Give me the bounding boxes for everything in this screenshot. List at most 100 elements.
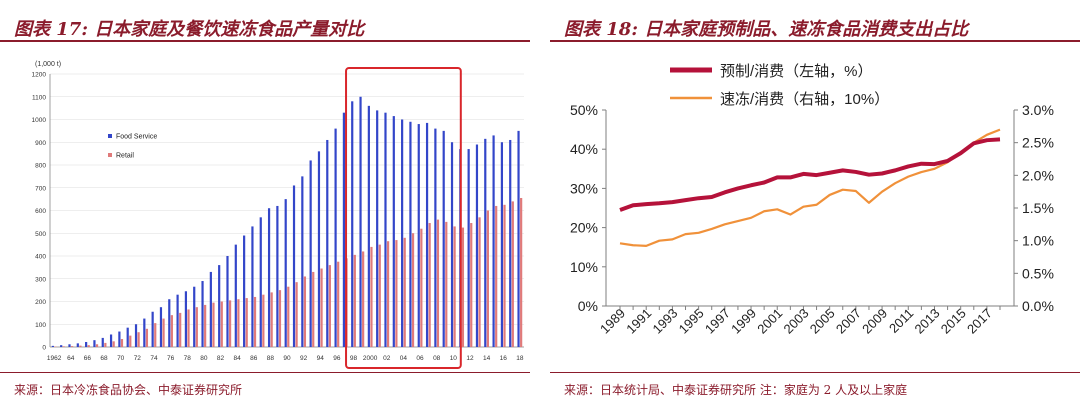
- x-axis-tick-label: 1999: [728, 306, 759, 337]
- retail-bar: [237, 299, 240, 347]
- left-figure-title: 图表 17: 日本家庭及餐饮速冻食品产量对比: [14, 19, 365, 40]
- x-axis-tick-label: 1989: [597, 306, 628, 337]
- retail-bar: [253, 296, 257, 347]
- retail-bar: [411, 233, 415, 347]
- x-axis-tick-label: 2017: [964, 306, 995, 337]
- retail-bar: [386, 241, 390, 347]
- left-title-rule: [0, 40, 530, 42]
- x-axis-tick-label: 2001: [754, 306, 785, 337]
- left-axis-tick-label: 40%: [570, 141, 598, 157]
- left-x-tick-label: 70: [117, 355, 125, 362]
- retail-bar: [453, 226, 456, 347]
- left-y-tick-label: 1100: [32, 94, 46, 101]
- left-x-tick-label: 84: [233, 355, 241, 362]
- left-source-note: 来源：日本冷冻食品协会、中泰证券研究所: [14, 383, 243, 397]
- x-axis-tick-label: 2015: [938, 306, 969, 337]
- retail-bar: [270, 292, 273, 347]
- right-figure-title: 图表 18: 日本家庭预制品、速冻食品消费支出占比: [564, 19, 969, 40]
- retail-bar: [145, 328, 149, 347]
- retail-bar: [179, 312, 182, 347]
- retail-bar: [520, 197, 523, 347]
- left-x-tick-label: 02: [383, 355, 391, 362]
- food-service-bar: [234, 244, 237, 347]
- retail-bar: [278, 290, 282, 347]
- x-axis-tick-label: 1997: [702, 306, 733, 337]
- food-service-bar: [367, 105, 370, 347]
- retail-legend-label: Retail: [116, 153, 134, 160]
- left-plot-background: [0, 50, 530, 372]
- left-x-tick-label: 74: [150, 355, 158, 362]
- retail-bar: [461, 227, 465, 347]
- retail-bar: [362, 251, 365, 347]
- food-service-bar: [434, 128, 437, 347]
- food-service-bar: [143, 318, 146, 347]
- retail-bar: [220, 301, 223, 347]
- retail-bar: [112, 341, 115, 347]
- left-x-tick-label: 16: [500, 355, 508, 362]
- food-service-bar: [334, 128, 337, 347]
- retail-bar: [503, 204, 506, 347]
- left-y-tick-label: 1200: [32, 72, 47, 79]
- left-x-tick-label: 68: [100, 355, 108, 362]
- food-service-bar: [484, 138, 487, 347]
- food-service-legend-label: Food Service: [116, 134, 157, 141]
- food-service-bar: [193, 286, 196, 347]
- left-figure-title-bar: 图表 17: 日本家庭及餐饮速冻食品产量对比: [0, 12, 530, 46]
- food-service-bar: [401, 119, 404, 347]
- food-service-bar: [301, 176, 304, 347]
- left-x-tick-label: 10: [450, 355, 458, 362]
- retail-bar: [137, 332, 140, 347]
- food-service-bar: [168, 299, 171, 347]
- x-axis-tick-label: 2013: [912, 306, 943, 337]
- x-axis-tick-label: 2003: [781, 306, 812, 337]
- highlight-box: [345, 67, 462, 369]
- consumption-share-line-chart: 0% 10% 20% 30% 40% 50% 0.0% 0.5% 1.0% 1.5% 2.0% 2.5…: [570, 63, 1054, 337]
- right-figure-title-bar: 图表 18: 日本家庭预制品、速冻食品消费支出占比: [550, 12, 1080, 46]
- food-service-bar: [126, 327, 129, 347]
- right-source-rule: [550, 372, 1080, 373]
- left-x-tick-label: 14: [483, 355, 491, 362]
- food-service-bar: [134, 324, 138, 347]
- food-service-bar: [68, 344, 71, 347]
- retail-bar: [511, 201, 514, 347]
- food-service-bar: [267, 208, 271, 347]
- left-axis-tick-label: 30%: [570, 180, 598, 196]
- left-y-tick-label: 300: [35, 276, 46, 283]
- left-x-tick-label: 72: [134, 355, 142, 362]
- food-service-bar: [85, 341, 88, 347]
- left-axis-tick-label: 20%: [570, 220, 598, 236]
- left-x-tick-label: 64: [67, 355, 75, 362]
- food-service-bar: [243, 235, 246, 347]
- food-service-bar: [93, 340, 96, 347]
- left-y-tick-label: 400: [35, 254, 46, 261]
- retail-bar: [312, 271, 315, 347]
- food-service-bar: [467, 149, 470, 347]
- frozen-legend-label: 速冻/消费（右轴，10%）: [720, 90, 889, 108]
- retail-bar: [395, 240, 398, 347]
- retail-bar: [212, 302, 215, 347]
- retail-bar: [328, 265, 331, 347]
- retail-bar: [79, 345, 82, 347]
- prepared-legend-label: 预制/消费（左轴，%）: [720, 63, 873, 80]
- retail-bar: [420, 228, 423, 347]
- left-axis-tick-label: 10%: [570, 259, 598, 275]
- food-service-bar: [218, 265, 221, 347]
- retail-bar: [478, 217, 481, 347]
- left-x-tick-label: 90: [283, 355, 291, 362]
- food-service-legend-swatch: [108, 134, 112, 138]
- left-x-tick-label: 12: [466, 355, 474, 362]
- retail-bar: [62, 346, 65, 347]
- retail-bar: [287, 286, 290, 347]
- left-y-tick-label: 900: [35, 140, 46, 147]
- x-axis-tick-label: 1993: [649, 306, 680, 337]
- left-y-tick-label: 100: [35, 322, 46, 329]
- x-axis-tick-label: 2009: [859, 306, 890, 337]
- left-x-tick-label: 98: [350, 355, 358, 362]
- left-y-tick-label: 500: [35, 231, 46, 238]
- left-axis-tick-label: 50%: [570, 102, 598, 118]
- right-axis-tick-label: 3.0%: [1022, 102, 1054, 118]
- food-service-bar: [384, 112, 387, 347]
- retail-bar: [87, 345, 90, 347]
- right-source-note: 来源：日本统计局、中泰证券研究所 注：家庭为 2 人及以上家庭: [564, 383, 908, 397]
- left-y-tick-label: 1000: [32, 117, 47, 124]
